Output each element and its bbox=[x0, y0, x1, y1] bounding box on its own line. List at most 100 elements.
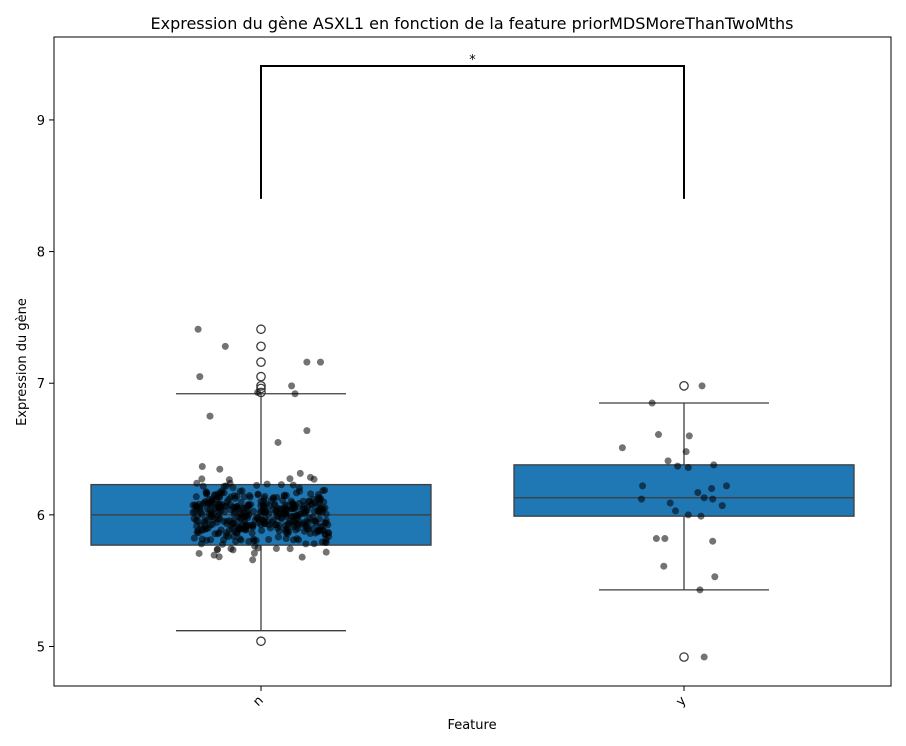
strip-point bbox=[700, 653, 708, 661]
box-n bbox=[90, 324, 432, 647]
strip-point bbox=[295, 536, 303, 544]
outlier-point bbox=[256, 341, 266, 352]
strip-point bbox=[277, 481, 285, 489]
strip-point bbox=[196, 373, 204, 381]
strip-point bbox=[201, 497, 209, 505]
significance-label: * bbox=[469, 53, 476, 68]
strip-point bbox=[298, 553, 306, 561]
strip-point bbox=[655, 431, 662, 439]
strip-point bbox=[316, 523, 324, 531]
strip-point bbox=[694, 488, 702, 496]
y-axis-label: Expression du gène bbox=[15, 298, 30, 426]
strip-point bbox=[294, 524, 302, 532]
strip-point bbox=[247, 501, 255, 509]
strip-point bbox=[193, 503, 201, 511]
x-tick-label: n bbox=[250, 693, 266, 709]
strip-point bbox=[320, 498, 328, 506]
strip-point bbox=[274, 513, 282, 521]
strip-point bbox=[639, 482, 647, 490]
strip-point bbox=[197, 540, 205, 548]
strip-point bbox=[245, 491, 253, 499]
strip-point bbox=[216, 465, 224, 473]
strip-point bbox=[709, 495, 717, 503]
strip-point bbox=[279, 496, 287, 504]
strip-point bbox=[264, 517, 272, 525]
strip-point bbox=[322, 536, 330, 544]
strip-point bbox=[684, 463, 692, 471]
strip-point bbox=[251, 542, 259, 550]
strip-point bbox=[311, 499, 319, 507]
strip-point bbox=[215, 529, 223, 537]
strip-point bbox=[322, 548, 330, 556]
strip-point bbox=[710, 461, 718, 469]
strip-point bbox=[285, 519, 293, 527]
y-axis: 5 6 7 8 9 bbox=[37, 114, 54, 656]
strip-point bbox=[304, 503, 312, 511]
strip-point bbox=[317, 358, 324, 366]
strip-point bbox=[682, 448, 690, 456]
strip-point bbox=[284, 530, 292, 538]
strip-point bbox=[236, 487, 244, 495]
strip-point bbox=[190, 534, 198, 542]
strip-point bbox=[217, 502, 225, 510]
strip-point bbox=[660, 562, 668, 570]
strip-point bbox=[263, 480, 271, 488]
strip-point bbox=[666, 499, 674, 507]
strip-point bbox=[258, 527, 266, 535]
strip-point bbox=[272, 545, 280, 553]
y-tick-label: 6 bbox=[37, 509, 45, 524]
y-tick-label: 9 bbox=[37, 114, 45, 129]
strip-point bbox=[206, 412, 214, 420]
strip-point bbox=[302, 540, 310, 548]
strip-point bbox=[237, 536, 245, 544]
strip-point bbox=[294, 512, 302, 520]
chart-title: Expression du gène ASXL1 en fonction de … bbox=[151, 14, 794, 33]
strip-point bbox=[216, 488, 224, 496]
strip-point bbox=[248, 529, 256, 537]
strip-point bbox=[254, 388, 262, 396]
strip-point bbox=[265, 536, 273, 544]
strip-point bbox=[253, 481, 261, 489]
strip-point bbox=[638, 495, 645, 503]
strip-point bbox=[215, 508, 223, 516]
strip-point bbox=[274, 438, 282, 446]
box-y bbox=[513, 381, 855, 662]
strip-point bbox=[204, 524, 212, 532]
y-tick-label: 8 bbox=[37, 246, 45, 261]
strip-point bbox=[227, 522, 235, 530]
strip-point bbox=[198, 475, 206, 483]
outlier-point bbox=[256, 324, 266, 335]
strip-point bbox=[195, 549, 203, 557]
strip-point bbox=[229, 546, 237, 554]
significance-bracket: * bbox=[260, 53, 685, 199]
strip-point bbox=[215, 553, 223, 561]
y-tick-label: 7 bbox=[37, 377, 45, 392]
strip-points-n bbox=[189, 325, 333, 564]
strip-point bbox=[198, 526, 206, 534]
strip-point bbox=[292, 489, 300, 497]
strip-point bbox=[225, 476, 233, 484]
y-tick-label: 5 bbox=[37, 641, 45, 656]
outlier-point bbox=[256, 636, 266, 647]
strip-point bbox=[280, 491, 288, 499]
strip-point bbox=[203, 489, 211, 497]
strip-point bbox=[685, 432, 693, 440]
strip-point bbox=[198, 462, 206, 470]
strip-point bbox=[192, 517, 200, 525]
strip-point bbox=[240, 504, 248, 512]
strip-point bbox=[289, 481, 297, 489]
strip-point bbox=[305, 497, 313, 505]
strip-point bbox=[711, 573, 719, 581]
strip-point bbox=[193, 479, 201, 487]
strip-point bbox=[291, 390, 299, 398]
plot-layer: * bbox=[90, 53, 855, 662]
strip-point bbox=[242, 526, 250, 534]
strip-point bbox=[212, 496, 220, 504]
strip-point bbox=[260, 503, 268, 511]
strip-point bbox=[661, 535, 669, 543]
x-tick-label: y bbox=[673, 693, 689, 709]
strip-point bbox=[237, 515, 245, 523]
strip-point bbox=[319, 505, 327, 513]
